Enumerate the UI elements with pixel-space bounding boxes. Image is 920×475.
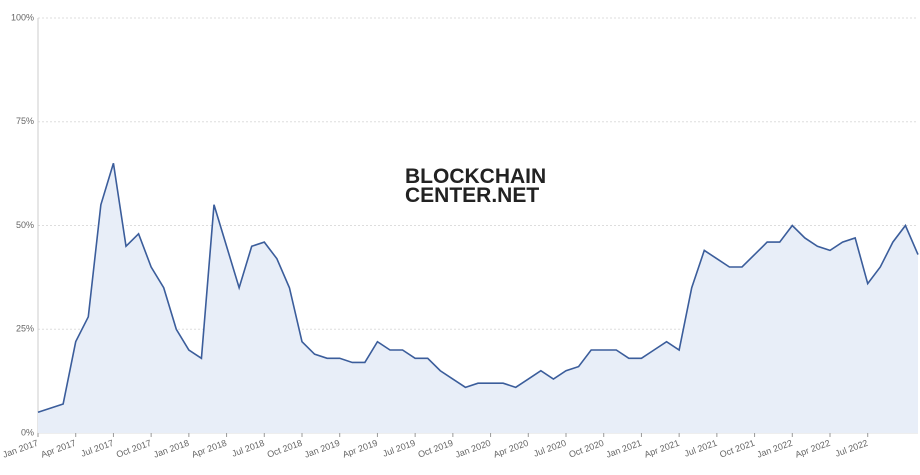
x-tick-label: Apr 2022 — [794, 438, 832, 460]
x-tick-label: Jan 2019 — [303, 438, 341, 460]
x-tick-label: Jul 2019 — [381, 438, 416, 459]
x-tick-label: Oct 2019 — [417, 438, 455, 460]
x-tick-label: Oct 2018 — [266, 438, 304, 460]
x-tick-label: Jul 2022 — [834, 438, 869, 459]
x-tick-label: Apr 2018 — [190, 438, 228, 460]
watermark: BLOCKCHAIN — [405, 165, 546, 188]
x-tick-label: Apr 2020 — [492, 438, 530, 460]
x-tick-label: Jan 2020 — [454, 438, 492, 460]
x-tick-label: Oct 2017 — [115, 438, 153, 460]
watermark: CENTER.NET — [405, 184, 539, 207]
x-tick-label: Apr 2017 — [39, 438, 77, 460]
y-tick-label: 75% — [16, 116, 34, 126]
x-tick-label: Jul 2018 — [230, 438, 265, 459]
y-tick-label: 50% — [16, 220, 34, 230]
area — [38, 163, 918, 433]
x-tick-label: Jul 2017 — [80, 438, 115, 459]
x-tick-label: Jan 2021 — [605, 438, 643, 460]
x-tick-label: Jan 2022 — [756, 438, 794, 460]
plot: 0%25%50%75%100%Jan 2017 Apr 2017 Jul 2017 O… — [1, 12, 919, 460]
x-tick-label: Oct 2021 — [718, 438, 756, 460]
x-tick-label: Jan 2017 — [1, 438, 39, 460]
y-tick-label: 25% — [16, 324, 34, 334]
x-tick-label: Jan 2018 — [152, 438, 190, 460]
x-tick-label: Apr 2019 — [341, 438, 379, 460]
line — [37, 163, 919, 414]
x-tick-label: Oct 2020 — [567, 438, 605, 460]
y-tick-label: 0% — [21, 427, 34, 437]
x-tick-label: Apr 2021 — [643, 438, 681, 460]
x-tick-label: Jul 2020 — [532, 438, 567, 459]
x-tick-label: Jul 2021 — [683, 438, 718, 459]
y-tick-label: 100% — [11, 12, 34, 22]
